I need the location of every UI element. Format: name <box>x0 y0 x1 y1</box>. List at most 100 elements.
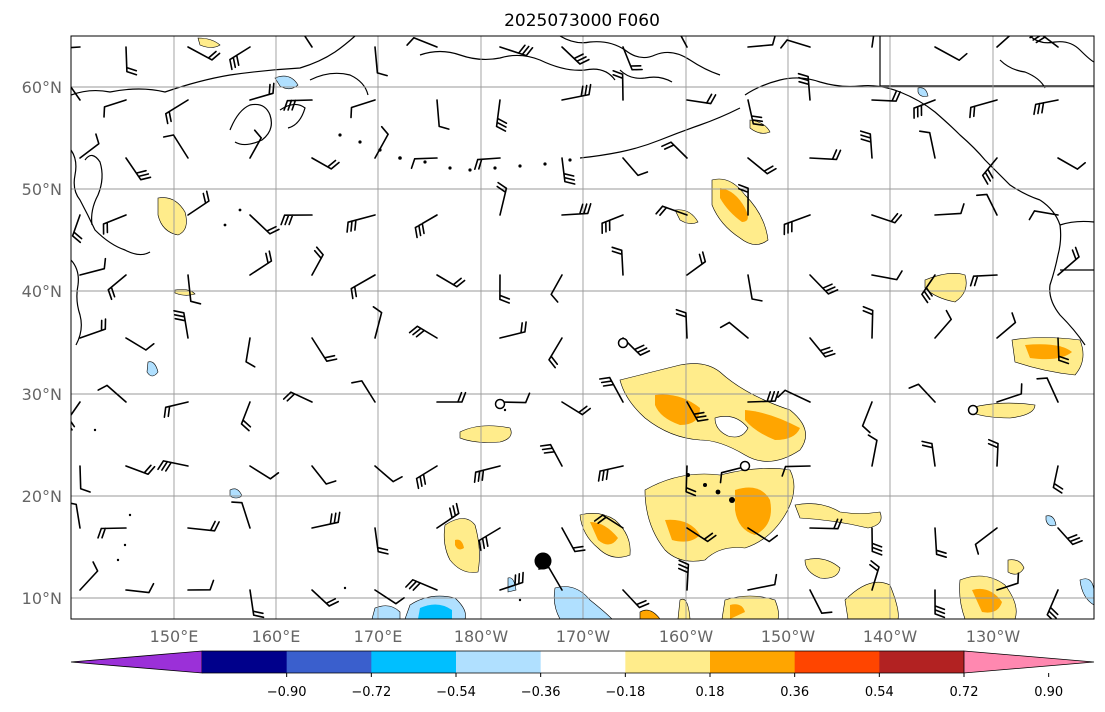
lon-label: 150°W <box>761 627 816 646</box>
wind-barb <box>436 391 467 403</box>
wind-barb <box>406 37 438 48</box>
wind-barb <box>871 212 903 224</box>
colorbar-tick-label: 0.72 <box>950 685 979 700</box>
wind-barb <box>1028 210 1059 221</box>
wind-barb <box>372 306 383 339</box>
wind-barb <box>405 579 438 591</box>
wind-barb <box>311 465 337 485</box>
wind-barb <box>71 85 81 101</box>
wind-barb <box>249 129 262 159</box>
wind-barb <box>231 501 251 529</box>
colorbar-tick-label: −0.72 <box>351 685 391 700</box>
wind-barb <box>862 305 874 339</box>
open-circle-marker <box>739 460 751 472</box>
wind-barb <box>934 527 947 558</box>
wind-barb <box>1033 99 1059 116</box>
wind-barb <box>165 99 189 125</box>
wind-barb <box>550 274 563 303</box>
wind-barb <box>921 274 936 304</box>
wind-barb <box>1057 246 1080 276</box>
colorbar-tick-label: 0.54 <box>865 685 894 700</box>
wind-barb <box>686 401 709 422</box>
colorbar-tick-label: −0.90 <box>267 685 307 700</box>
colorbar-segment <box>625 651 711 673</box>
lon-label: 170°E <box>354 627 403 646</box>
wind-barb <box>913 99 936 119</box>
wind-barb <box>561 203 592 216</box>
wind-barb <box>777 389 811 403</box>
wind-barb <box>561 83 592 101</box>
wind-barb <box>539 443 563 467</box>
colorbar-tick-label: 0.90 <box>1034 685 1063 700</box>
wind-barb <box>410 157 438 170</box>
wind-barb <box>612 70 624 101</box>
wind-barb <box>747 99 764 126</box>
wind-barb <box>240 401 252 432</box>
wind-barb <box>311 589 339 607</box>
wind-barb <box>686 93 717 105</box>
wind-barb <box>561 527 586 553</box>
lat-label: 30°N <box>22 385 62 404</box>
wind-barb <box>125 157 152 181</box>
longitude-labels: 150°E 160°E 170°E 180°W 170°W 160°W 150°… <box>150 627 1021 646</box>
wind-barb <box>747 527 778 543</box>
wind-barb <box>499 274 511 304</box>
lat-label: 50°N <box>22 180 62 199</box>
wind-barb <box>781 465 811 477</box>
wind-barb <box>311 246 324 276</box>
colorbar-segment <box>710 651 796 673</box>
wind-barb <box>71 401 81 431</box>
wind-barb <box>622 46 643 71</box>
wind-barb <box>282 391 313 403</box>
wind-barb <box>79 133 100 159</box>
open-circle-marker <box>494 398 506 410</box>
wind-barb <box>719 321 749 339</box>
wind-barb <box>1052 465 1064 494</box>
colorbar <box>70 650 1095 674</box>
wind-barb <box>969 274 998 287</box>
wind-barb <box>374 46 388 77</box>
lon-label: 150°E <box>150 627 199 646</box>
wind-barb <box>346 214 376 233</box>
wind-barb <box>79 318 107 339</box>
wind-barb <box>102 214 127 235</box>
wind-barb <box>976 193 998 216</box>
wind-barb <box>415 465 438 490</box>
wind-barb <box>408 325 438 339</box>
wind-barb <box>548 337 563 369</box>
wind-barb <box>622 337 651 356</box>
wind-barb <box>163 401 189 418</box>
wind-barb <box>249 589 265 619</box>
colorbar-extend-low <box>70 650 203 674</box>
colorbar-tick-label: −0.36 <box>521 685 561 700</box>
figure-title: 2025073000 F060 <box>504 11 660 31</box>
wind-barb <box>809 149 842 161</box>
wind-barb <box>473 465 501 483</box>
wind-barb <box>869 560 880 591</box>
lon-label: 130°W <box>966 627 1021 646</box>
wind-barb <box>622 157 649 177</box>
wind-barb <box>187 579 215 591</box>
colorbar-segment <box>879 651 965 673</box>
colorbar-tick-labels: −0.90 −0.72 −0.54 −0.36 −0.18 0.18 0.36 0.54 0.7… <box>267 673 1063 700</box>
wind-barb <box>436 274 466 288</box>
wind-barb <box>283 99 313 111</box>
wind-barb <box>1057 527 1083 546</box>
colorbar-segment <box>202 651 288 673</box>
wind-barb <box>809 589 833 614</box>
wind-barb <box>311 157 340 170</box>
lon-label: 160°E <box>252 627 301 646</box>
colorbar-segment <box>456 651 542 673</box>
wind-barb <box>969 99 998 119</box>
wind-barb <box>797 72 811 101</box>
lon-label: 170°W <box>556 627 611 646</box>
coastlines <box>71 36 1094 346</box>
wind-barb <box>249 214 280 235</box>
wind-barb <box>871 90 901 102</box>
wind-barb <box>747 573 778 591</box>
wind-barb <box>374 125 389 159</box>
wind-barb <box>996 312 1017 339</box>
wind-barb <box>436 502 460 529</box>
wind-barb <box>496 181 508 216</box>
